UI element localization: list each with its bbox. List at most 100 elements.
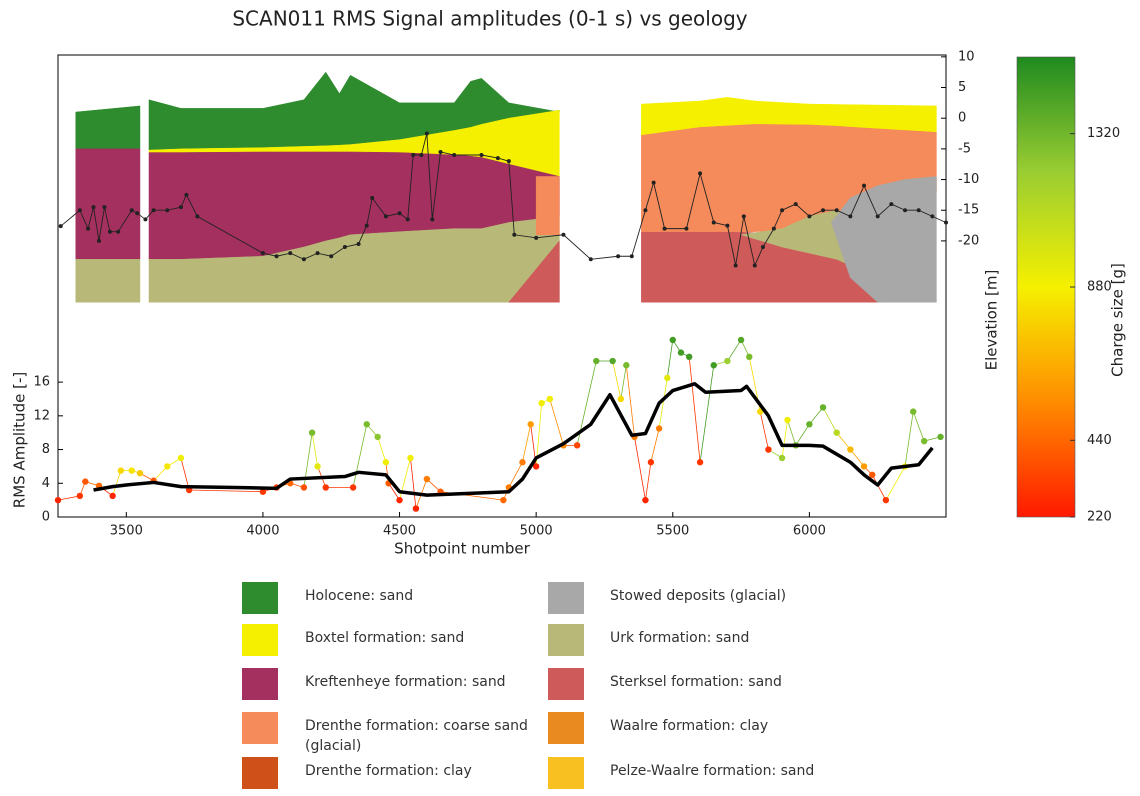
y2-tick-label: -15	[958, 203, 979, 218]
rms-point	[778, 454, 786, 462]
rms-point	[136, 469, 144, 477]
rms-connector	[508, 462, 523, 488]
rms-point	[655, 425, 663, 432]
elevation-point	[301, 257, 306, 262]
elevation-point	[848, 214, 853, 219]
elevation-point	[616, 254, 621, 259]
elevation-point	[684, 226, 689, 231]
elevation-point	[411, 153, 416, 158]
elevation-point	[430, 217, 435, 222]
y-tick-label: 16	[33, 375, 50, 390]
elevation-point	[58, 224, 63, 229]
rms-connector	[809, 407, 824, 425]
colorbar-tick-label: 1320	[1087, 126, 1120, 141]
y2-tick-label: -5	[958, 141, 971, 156]
rms-point	[784, 416, 791, 424]
colorbar-tick-label: 880	[1087, 280, 1112, 295]
elevation-point	[821, 208, 826, 213]
geology-layer	[75, 259, 141, 303]
elevation-point	[711, 220, 716, 225]
plot-frame	[57, 54, 947, 518]
rms-connector	[666, 339, 674, 378]
rms-point	[724, 357, 731, 365]
rms-connector	[688, 356, 701, 463]
rms-point	[882, 496, 890, 504]
rms-connector	[180, 457, 190, 491]
rms-point	[500, 496, 507, 504]
elevation-point	[452, 153, 457, 158]
y2-axis-label: Elevation [m]	[983, 270, 1001, 371]
x-tick-label: 5000	[520, 524, 553, 539]
rms-point	[593, 357, 600, 365]
rms-point	[177, 454, 185, 462]
elevation-point	[91, 205, 96, 210]
rms-connector	[189, 489, 263, 493]
elevation-point	[274, 254, 279, 259]
rms-point	[164, 463, 171, 470]
rms-connector	[388, 483, 400, 501]
rms-point	[54, 496, 62, 504]
rms-point	[669, 336, 676, 344]
x-axis-label: Shotpoint number	[394, 540, 530, 558]
elevation-point	[643, 208, 648, 213]
elevation-point	[135, 211, 140, 216]
rms-connector	[885, 466, 906, 501]
y-axis-label: RMS Amplitude [-]	[11, 372, 29, 508]
elevation-point	[86, 226, 91, 231]
rms-point	[573, 442, 581, 449]
y-tick-label: 8	[42, 442, 50, 457]
y-tick-label: 4	[42, 476, 50, 491]
rms-point	[527, 421, 534, 428]
rms-point	[128, 467, 135, 474]
elevation-point	[807, 214, 812, 219]
elevation-point	[862, 183, 867, 188]
rms-point	[109, 492, 116, 500]
elevation-point	[184, 192, 189, 197]
rms-connector	[650, 428, 660, 463]
elevation-point	[356, 241, 361, 246]
colorbar-label: Charge size [g]	[1109, 263, 1127, 377]
elevation-point	[793, 202, 798, 207]
elevation-point	[288, 251, 293, 256]
geology-layer	[75, 105, 141, 150]
elevation-point	[165, 208, 170, 213]
elevation-point	[383, 214, 388, 219]
rms-connector	[549, 398, 564, 446]
rms-connector	[912, 411, 925, 442]
rms-connector	[620, 365, 627, 400]
geology-layer	[535, 176, 560, 236]
elevation-point	[479, 153, 484, 158]
rms-point	[374, 433, 381, 441]
elevation-point	[662, 226, 667, 231]
rms-point	[412, 505, 420, 512]
rms-point	[349, 484, 357, 491]
elevation-point	[916, 208, 921, 213]
elevation-point	[178, 205, 183, 210]
rms-point	[757, 408, 764, 415]
rms-point	[76, 492, 84, 500]
y-tick-label: 0	[42, 510, 50, 525]
geology-layer	[75, 148, 141, 260]
rms-connector	[112, 470, 122, 497]
elevation-point	[342, 245, 347, 250]
elevation-point	[875, 214, 880, 219]
y2-tick-label: -10	[958, 172, 979, 187]
x-tick-label: 6000	[793, 524, 826, 539]
rms-point	[710, 362, 717, 369]
rms-connector	[311, 432, 318, 467]
elevation-point	[760, 245, 765, 250]
elevation-point	[741, 214, 746, 219]
elevation-point	[561, 232, 566, 237]
elevation-point	[629, 254, 634, 259]
rms-connector	[352, 424, 368, 488]
rms-point	[117, 467, 125, 474]
colorbar	[1016, 56, 1076, 518]
rms-point	[519, 459, 526, 466]
rms-point	[423, 475, 431, 483]
rms-connector	[634, 436, 646, 501]
rms-point	[642, 496, 649, 504]
rms-point	[396, 496, 403, 504]
rms-point	[806, 421, 813, 428]
